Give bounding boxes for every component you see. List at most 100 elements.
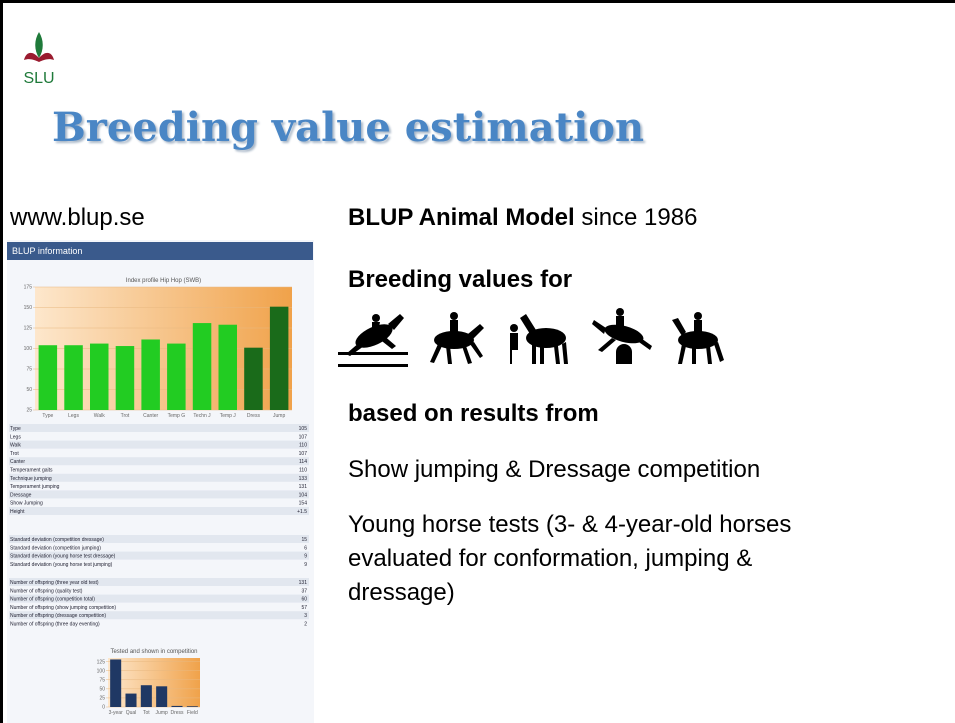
bar [218,325,237,410]
row-value: 3 [304,613,307,619]
row-label: Standard deviation (young horse test jum… [10,562,113,568]
x-tick-label: Field [187,710,198,716]
bar [167,344,186,410]
logo-text: SLU [23,70,54,87]
x-tick-label: Trot [121,413,130,419]
row-label: Height [10,509,25,515]
row-label: Number of offspring (show jumping compet… [10,605,116,611]
row-label: Number of offspring (quality test) [10,588,83,594]
row-value: 131 [299,580,308,586]
bar [193,323,212,410]
row-label: Dressage [10,492,32,498]
row-value: 104 [299,492,308,498]
table-row [9,424,309,432]
row-value: 110 [299,468,307,474]
bar [156,686,167,707]
chart-title: Tested and shown in competition [110,649,197,655]
row-label: Legs [10,434,21,440]
x-tick-label: Walk [94,413,105,419]
bar [116,346,135,410]
source-item: Young horse tests (3- & 4-year-old horse… [348,508,828,610]
y-tick-label: 75 [99,677,105,683]
y-tick-label: 175 [24,285,33,291]
row-value: 105 [299,426,308,432]
slide-title: Breeding value estimation [52,104,644,151]
table-row [9,507,309,515]
row-value: 114 [299,459,307,465]
model-line: BLUP Animal Model since 1986 [348,204,697,232]
x-tick-label: Techn J [193,413,211,419]
row-value: 110 [299,443,307,449]
table-row [9,474,309,482]
x-tick-label: Dress [247,413,261,419]
y-tick-label: 125 [97,659,106,665]
blup-panel: BLUP information Index profile Hip Hop (… [7,240,314,723]
x-tick-label: Jump [156,710,168,716]
x-tick-label: Qual [126,710,137,716]
x-tick-label: Temp G [168,413,186,419]
row-label: Standard deviation (young horse test dre… [10,554,116,560]
y-tick-label: 25 [99,696,105,702]
row-value: +1.5 [297,509,307,515]
row-label: Standard deviation (competition jumping) [10,545,101,551]
bar [270,307,289,410]
slide: SLU Breeding value estimation www.blup.s… [0,0,955,723]
y-tick-label: 0 [102,705,105,711]
bar [90,344,109,410]
y-tick-label: 25 [26,408,32,414]
based-on-heading: based on results from [348,400,599,428]
row-label: Temperament jumping [10,484,60,490]
y-tick-label: 125 [24,326,33,332]
x-tick-label: Legs [68,413,79,419]
row-value: 9 [304,554,307,560]
bar [64,345,83,410]
row-label: Show Jumping [10,501,43,507]
row-label: Standard deviation (competition dressage… [10,537,104,543]
y-tick-label: 100 [24,346,33,352]
row-label: Number of offspring (dressage competitio… [10,613,106,619]
row-label: Temperament gaits [10,468,53,474]
row-label: Trot [10,451,19,457]
y-tick-label: 100 [97,668,106,674]
table-row [9,441,309,449]
row-value: 9 [304,562,307,568]
y-tick-label: 150 [24,305,33,311]
row-value: 107 [299,451,308,457]
row-value: 57 [301,605,307,611]
y-tick-label: 75 [26,367,32,373]
row-label: Number of offspring (three year old test… [10,580,99,586]
breeding-values-heading: Breeding values for [348,266,572,294]
x-tick-label: 3-year [109,710,124,716]
bar [141,685,152,707]
row-value: 131 [299,484,308,490]
row-value: 154 [299,501,308,507]
bar [39,345,58,410]
bar [141,339,160,410]
x-tick-label: Tot [143,710,150,716]
bar [110,659,121,707]
x-tick-label: Jump [273,413,285,419]
row-label: Number of offspring (three day eventing) [10,622,100,628]
x-tick-label: Canter [143,413,158,419]
model-name: BLUP Animal Model [348,204,575,231]
bar [187,706,198,707]
model-since: since 1986 [575,204,698,231]
table-row [9,457,309,465]
logo: SLU [22,28,82,92]
website: www.blup.se [10,204,145,232]
table-row [9,490,309,498]
bar [244,348,263,410]
row-label: Type [10,426,21,432]
x-tick-label: Dress [170,710,184,716]
y-tick-label: 50 [99,687,105,693]
plot-area [108,658,200,707]
row-label: Technique jumping [10,476,52,482]
y-tick-label: 50 [26,387,32,393]
row-value: 133 [299,476,308,482]
row-value: 15 [301,537,307,543]
source-item: Show jumping & Dressage competition [348,456,760,484]
x-tick-label: Temp J [220,413,237,419]
row-label: Walk [10,443,21,449]
panel-header-text: BLUP information [12,246,82,256]
row-value: 2 [304,622,307,628]
